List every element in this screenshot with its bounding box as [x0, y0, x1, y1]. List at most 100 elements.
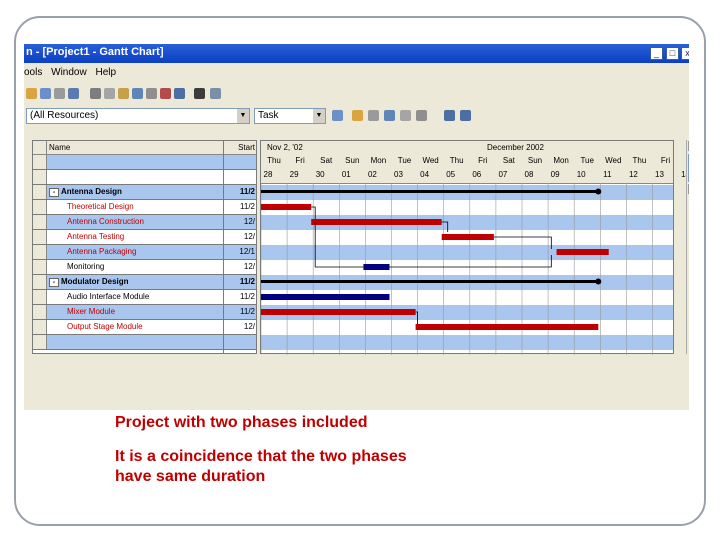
task-bar	[311, 219, 442, 225]
spacer-row	[33, 155, 256, 170]
scroll-up-icon[interactable]: ▲	[688, 141, 689, 151]
task-name: Mixer Module	[67, 307, 116, 316]
link-icon[interactable]	[132, 88, 143, 99]
column-header-start[interactable]: Start	[238, 143, 255, 152]
info-icon[interactable]	[68, 88, 79, 99]
zoom-out-icon[interactable]	[460, 110, 471, 121]
zoom-in-icon[interactable]	[444, 110, 455, 121]
task-bar	[556, 249, 609, 255]
unlink-icon[interactable]	[146, 88, 157, 99]
collapse-icon[interactable]	[400, 110, 411, 121]
menu-item-tools[interactable]: ools	[24, 67, 43, 78]
summary-bar	[261, 280, 599, 283]
task-name: Antenna Construction	[67, 217, 144, 226]
table-row[interactable]: Audio Interface Module 11/2	[33, 290, 256, 305]
timescale-day: Fri	[295, 156, 305, 165]
dependency-link	[314, 222, 364, 268]
find-icon[interactable]	[194, 88, 205, 99]
close-icon[interactable]: x	[681, 47, 689, 60]
task-start: 12/	[243, 232, 255, 241]
table-row[interactable]: - Modulator Design 11/2	[33, 275, 256, 290]
table-row[interactable]: Antenna Packaging 12/1	[33, 245, 256, 260]
timescale-date: 28	[263, 170, 273, 179]
timescale-date: 01	[341, 170, 351, 179]
timescale-day: Thu	[632, 156, 647, 165]
timescale-date: 10	[576, 170, 586, 179]
column-header-name[interactable]: Name	[49, 143, 71, 152]
gantt-view-icon[interactable]	[332, 110, 343, 121]
timescale-day: Mon	[553, 156, 569, 165]
timescale-day: Sun	[527, 156, 543, 165]
paste-icon[interactable]	[118, 88, 129, 99]
expand-icon[interactable]	[416, 110, 427, 121]
task-start: 11/2	[239, 187, 255, 196]
print-preview-icon[interactable]	[40, 88, 51, 99]
timescale-date: 29	[289, 170, 299, 179]
collapse-icon[interactable]: -	[49, 278, 59, 287]
table-row[interactable]: Theoretical Design 11/2	[33, 200, 256, 215]
tools-icon[interactable]	[210, 88, 221, 99]
cut-icon[interactable]	[90, 88, 101, 99]
chevron-down-icon[interactable]: ▼	[237, 109, 249, 123]
task-info-icon[interactable]	[368, 110, 379, 121]
task-name: Antenna Testing	[67, 232, 125, 241]
maximize-icon[interactable]: □	[666, 47, 679, 60]
spelling-icon[interactable]	[54, 88, 65, 99]
gantt-row-stripe	[261, 335, 673, 350]
dependency-link	[415, 311, 419, 324]
task-bar	[415, 324, 599, 330]
timescale-date: 14	[673, 170, 689, 179]
delete-icon[interactable]	[160, 88, 171, 99]
view-combo[interactable]: Task ▼	[254, 108, 326, 124]
caption-coincidence-line2: have same duration	[115, 468, 266, 485]
copy-icon[interactable]	[104, 88, 115, 99]
menu-item-help[interactable]: Help	[95, 67, 117, 78]
vertical-scrollbar[interactable]: ▲ ▼	[686, 140, 689, 354]
table-row[interactable]	[33, 335, 256, 350]
window-title: n - [Project1 - Gantt Chart]	[26, 46, 164, 58]
row-selector[interactable]	[33, 141, 47, 154]
task-grid: Name Start - Antenna Design 11/2 Theoreti…	[32, 140, 257, 354]
scroll-thumb[interactable]	[688, 154, 689, 182]
task-start: 11/2	[239, 277, 255, 286]
outline-icon[interactable]	[384, 110, 395, 121]
timescale-day: Thu	[267, 156, 281, 165]
indent-icon[interactable]	[174, 88, 185, 99]
print-icon[interactable]	[26, 88, 37, 99]
table-row[interactable]: Antenna Testing 12/	[33, 230, 256, 245]
dependency-link	[441, 221, 449, 232]
task-name: Audio Interface Module	[67, 292, 150, 301]
resource-filter-combo[interactable]: (All Resources) ▼	[26, 108, 250, 124]
task-name: Monitoring	[67, 262, 105, 271]
timescale-day: Sun	[345, 156, 360, 165]
task-name: Theoretical Design	[67, 202, 134, 211]
timescale-date: 08	[524, 170, 534, 179]
table-row[interactable]: Antenna Construction 12/	[33, 215, 256, 230]
timescale-date: 12	[628, 170, 638, 179]
timescale-date: 30	[315, 170, 325, 179]
minimize-icon[interactable]: _	[650, 47, 663, 60]
dependency-link	[389, 255, 552, 268]
task-start: 12/	[243, 322, 255, 331]
gantt-row-stripe	[261, 290, 673, 305]
chevron-down-icon[interactable]: ▼	[313, 109, 325, 123]
task-bar	[261, 309, 416, 315]
scroll-down-icon[interactable]: ▼	[688, 184, 689, 194]
task-start: 12/	[243, 262, 255, 271]
table-row[interactable]: - Antenna Design 11/2	[33, 185, 256, 200]
caption-coincidence-line1: It is a coincidence that the two phases	[115, 448, 407, 465]
new-task-icon[interactable]	[352, 110, 363, 121]
collapse-icon[interactable]: -	[49, 188, 59, 197]
gantt-row-stripe	[261, 245, 673, 260]
timescale-day: Thu	[449, 156, 464, 165]
menu-item-window[interactable]: Window	[51, 67, 87, 78]
timescale-day: Sat	[320, 156, 333, 165]
table-row[interactable]: Output Stage Module 12/	[33, 320, 256, 335]
table-row[interactable]: Monitoring 12/	[33, 260, 256, 275]
caption-phases: Project with two phases included	[115, 414, 368, 431]
table-row[interactable]: Mixer Module 11/2	[33, 305, 256, 320]
timescale-day: Sat	[502, 156, 515, 165]
gantt-row-stripe	[261, 200, 673, 215]
timescale-day: Wed	[422, 156, 439, 165]
timescale-month: December 2002	[487, 143, 544, 152]
